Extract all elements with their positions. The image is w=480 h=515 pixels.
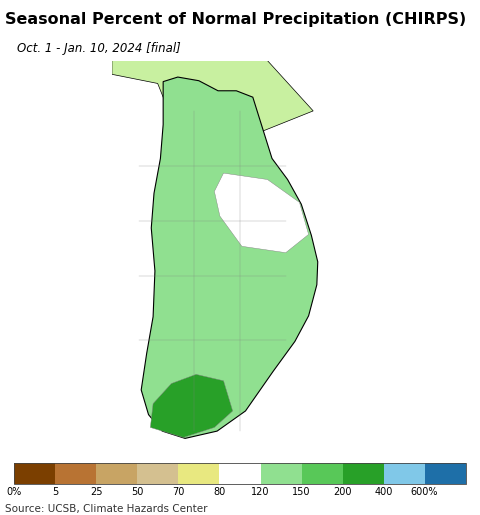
Text: 200: 200 [333, 487, 352, 496]
Bar [261, 463, 301, 484]
Text: Oct. 1 - Jan. 10, 2024 [final]: Oct. 1 - Jan. 10, 2024 [final] [17, 42, 180, 56]
Bar [14, 463, 55, 484]
Bar [425, 463, 466, 484]
Bar [14, 463, 466, 484]
Text: 5: 5 [52, 487, 59, 496]
Bar [137, 463, 179, 484]
Polygon shape [141, 77, 318, 438]
Bar [55, 463, 96, 484]
Text: 70: 70 [172, 487, 185, 496]
Polygon shape [150, 374, 233, 437]
Text: 50: 50 [131, 487, 144, 496]
Text: 25: 25 [90, 487, 103, 496]
Bar [179, 463, 219, 484]
Text: 120: 120 [251, 487, 270, 496]
Bar [96, 463, 137, 484]
Text: 80: 80 [214, 487, 226, 496]
Text: 0%: 0% [7, 487, 22, 496]
Bar [219, 463, 261, 484]
Bar [384, 463, 425, 484]
Text: 150: 150 [292, 487, 311, 496]
Bar [343, 463, 384, 484]
Text: Source: UCSB, Climate Hazards Center: Source: UCSB, Climate Hazards Center [5, 504, 207, 514]
Text: 600%: 600% [411, 487, 438, 496]
Text: 400: 400 [374, 487, 393, 496]
Bar [301, 463, 343, 484]
Polygon shape [215, 173, 309, 253]
Text: Seasonal Percent of Normal Precipitation (CHIRPS): Seasonal Percent of Normal Precipitation… [5, 12, 466, 27]
Polygon shape [112, 61, 313, 147]
